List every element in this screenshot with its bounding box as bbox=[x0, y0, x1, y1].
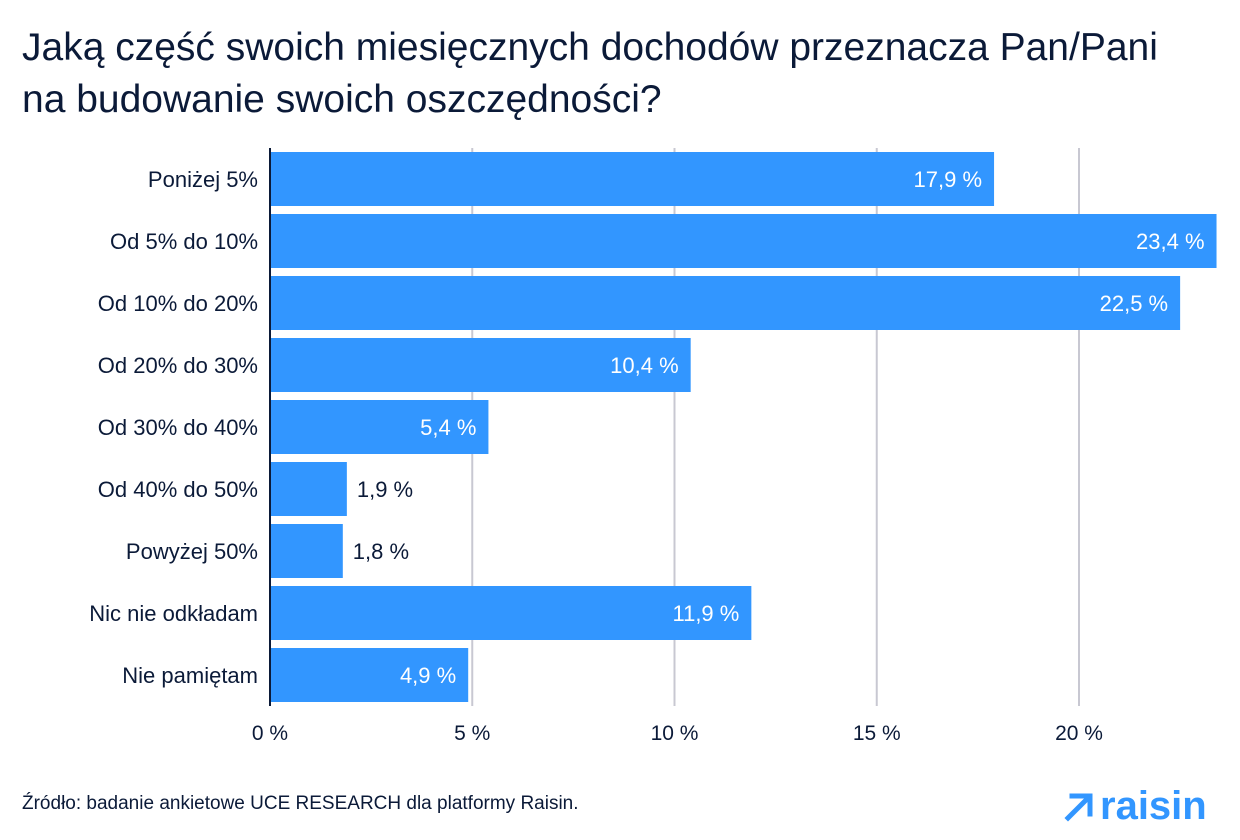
data-label: 1,9 % bbox=[357, 477, 413, 502]
x-tick-label: 15 % bbox=[853, 722, 901, 745]
category-label: Nie pamiętam bbox=[122, 663, 258, 688]
x-tick-label: 5 % bbox=[454, 722, 490, 745]
bar bbox=[270, 400, 489, 454]
arrow-icon bbox=[1064, 793, 1093, 822]
data-label: 10,4 % bbox=[610, 353, 679, 378]
data-label: 1,8 % bbox=[353, 539, 409, 564]
chart-title: Jaką część swoich miesięcznych dochodów … bbox=[22, 26, 1158, 121]
category-label: Od 10% do 20% bbox=[98, 291, 258, 316]
bar bbox=[270, 586, 752, 640]
bar bbox=[270, 462, 347, 516]
data-label: 17,9 % bbox=[914, 167, 983, 192]
category-label: Od 5% do 10% bbox=[110, 229, 258, 254]
category-label: Powyżej 50% bbox=[126, 539, 258, 564]
bar bbox=[270, 276, 1181, 330]
category-label: Od 30% do 40% bbox=[98, 415, 258, 440]
bar bbox=[270, 152, 995, 206]
data-label: 5,4 % bbox=[420, 415, 476, 440]
bar bbox=[270, 648, 469, 702]
x-tick-label: 10 % bbox=[651, 722, 699, 745]
category-label: Od 20% do 30% bbox=[98, 353, 258, 378]
bar bbox=[270, 524, 343, 578]
bar bbox=[270, 338, 691, 392]
category-label: Od 40% do 50% bbox=[98, 477, 258, 502]
raisin-logo: raisin bbox=[1064, 784, 1207, 826]
source-note: Źródło: badanie ankietowe UCE RESEARCH d… bbox=[22, 793, 579, 814]
x-tick-label: 20 % bbox=[1055, 722, 1103, 745]
bar bbox=[270, 214, 1217, 268]
category-label: Nic nie odkładam bbox=[89, 601, 258, 626]
data-label: 4,9 % bbox=[400, 663, 456, 688]
data-label: 11,9 % bbox=[672, 601, 739, 626]
svg-text:raisin: raisin bbox=[1100, 784, 1207, 826]
data-label: 22,5 % bbox=[1100, 291, 1169, 316]
category-label: Poniżej 5% bbox=[148, 167, 258, 192]
x-tick-label: 0 % bbox=[252, 722, 288, 745]
data-label: 23,4 % bbox=[1136, 229, 1205, 254]
